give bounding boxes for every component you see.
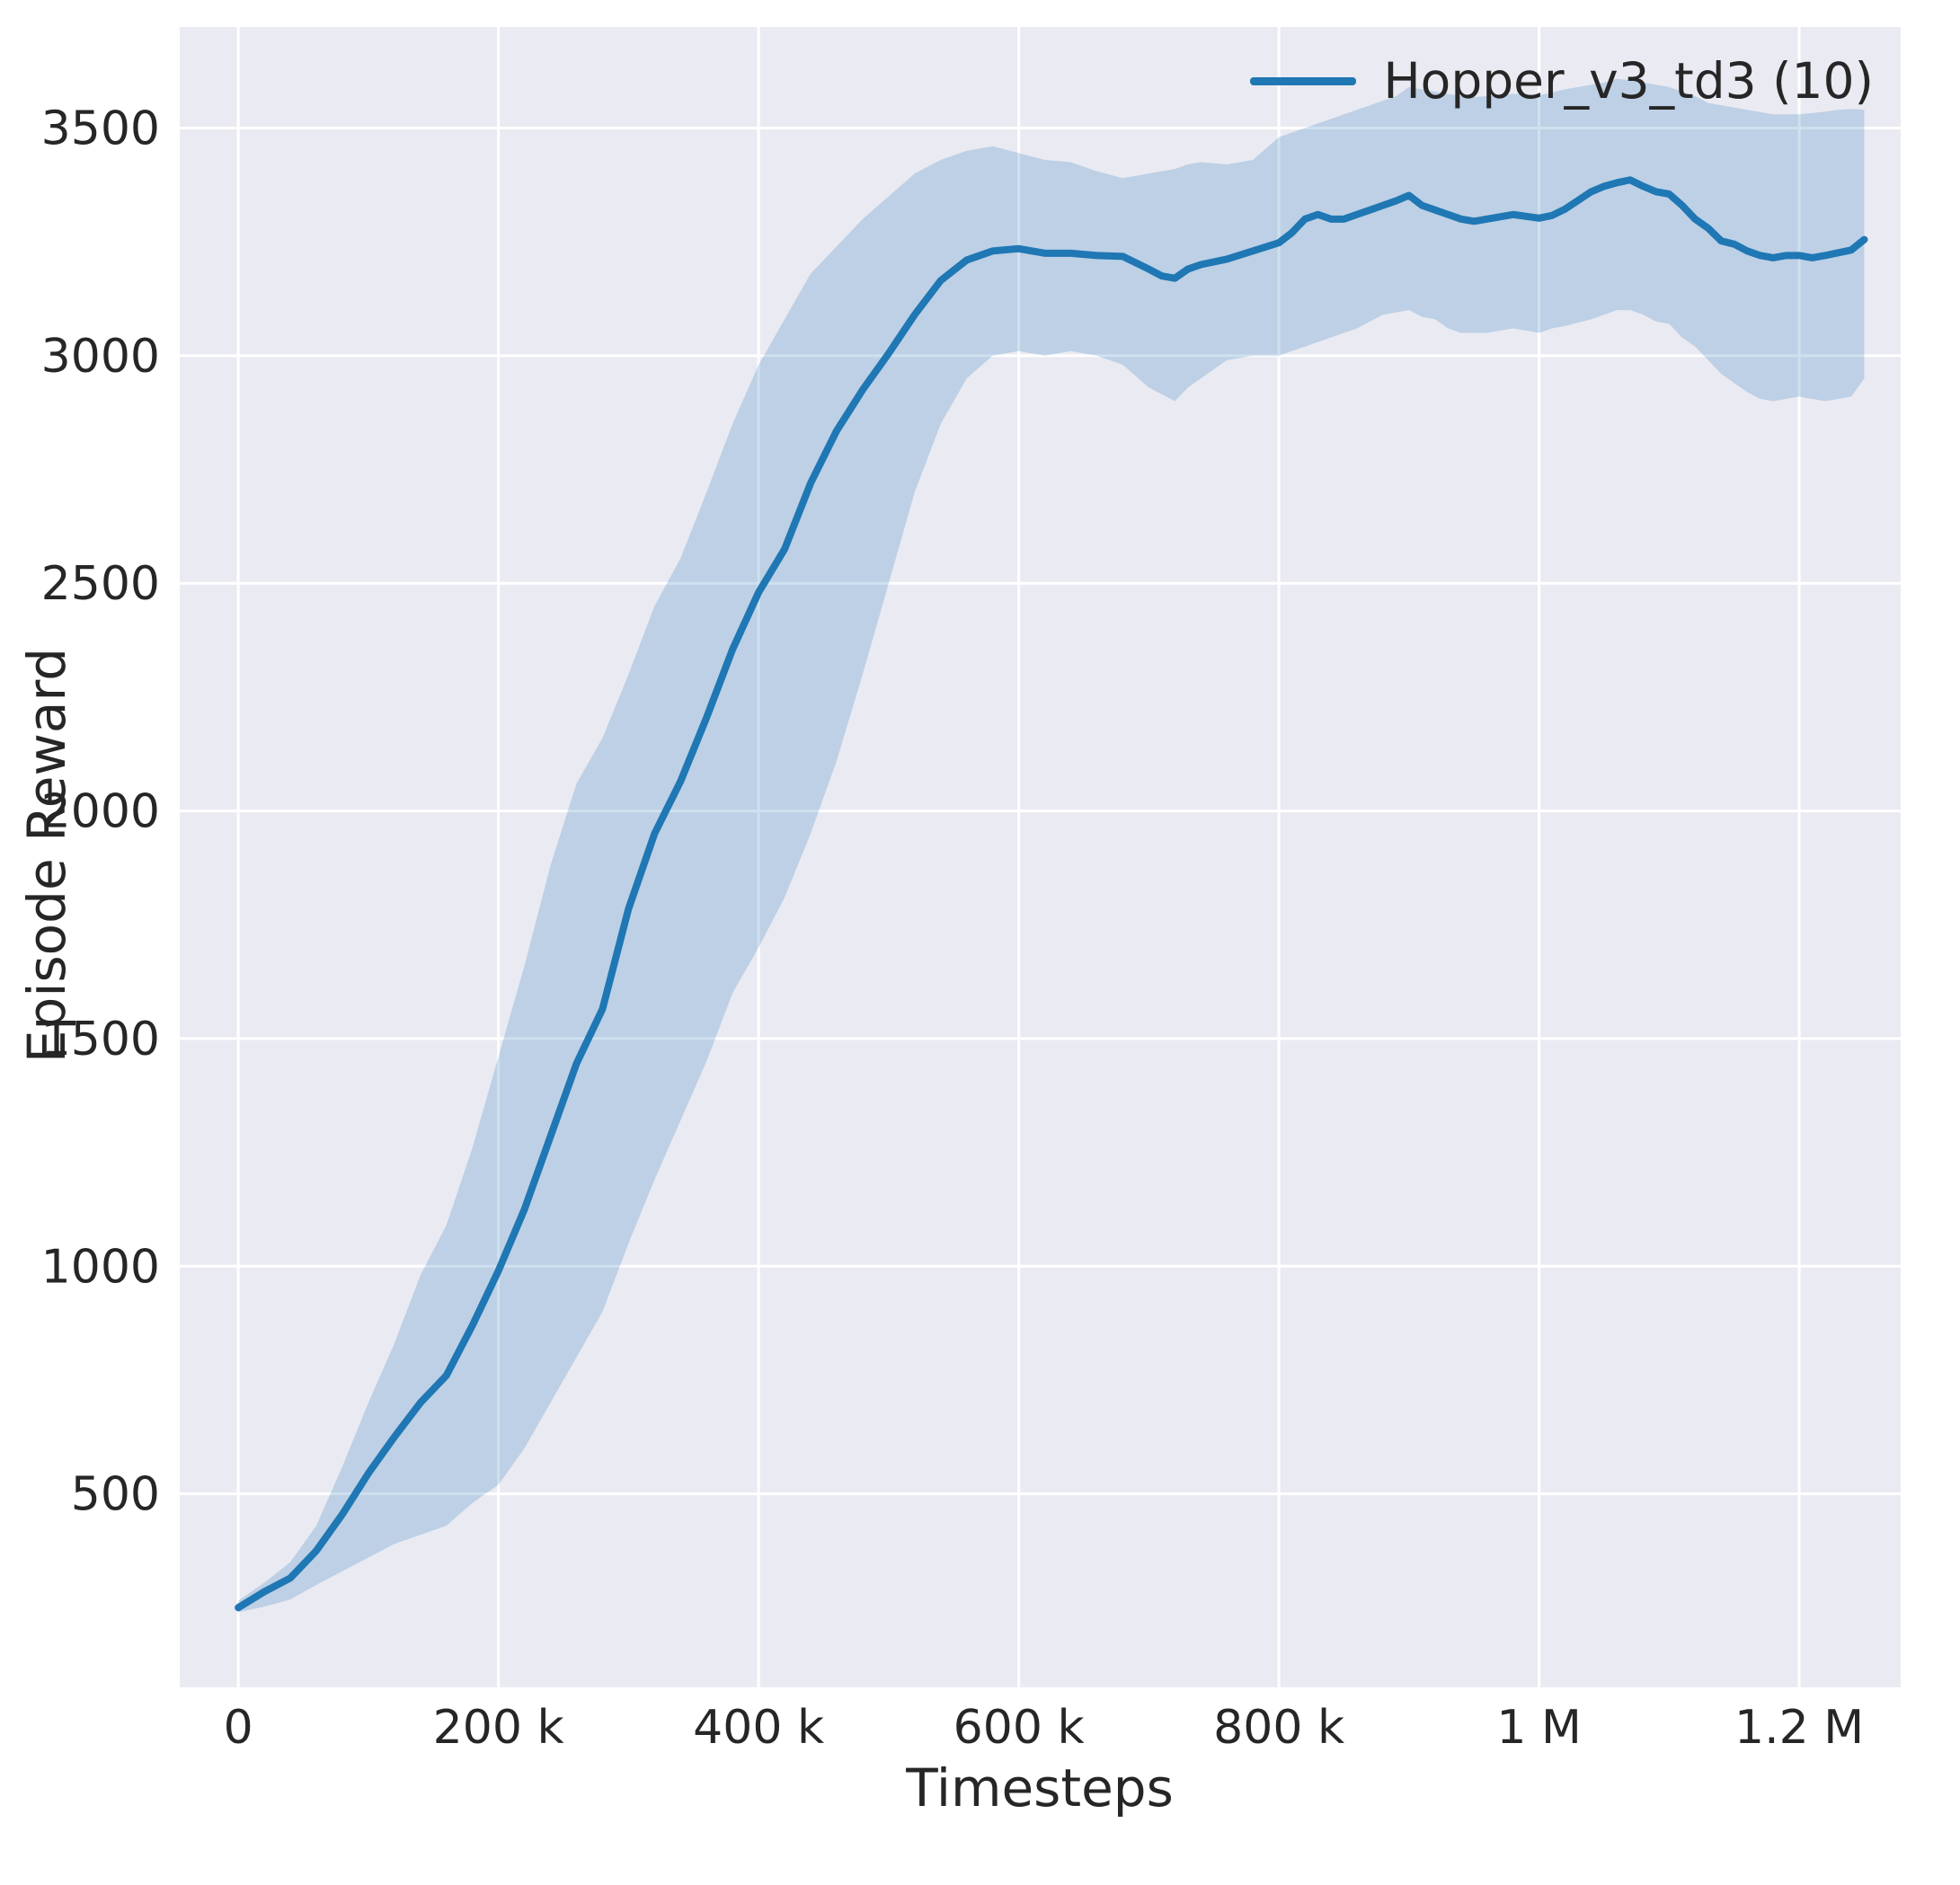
y-tick-label: 500: [71, 1468, 160, 1522]
legend: Hopper_v3_td3 (10): [1250, 52, 1874, 110]
x-tick-label: 600 k: [953, 1701, 1085, 1755]
y-tick-label: 1500: [41, 1013, 160, 1066]
x-tick-label: 400 k: [693, 1701, 824, 1755]
plot-area: [180, 27, 1901, 1687]
y-axis-label: Episode Reward: [16, 647, 77, 1064]
legend-label: Hopper_v3_td3 (10): [1383, 52, 1874, 110]
x-axis-label: Timesteps: [906, 1757, 1174, 1819]
x-tick-label: 1 M: [1496, 1701, 1581, 1755]
y-tick-label: 1000: [41, 1240, 160, 1294]
x-tick-label: 800 k: [1213, 1701, 1344, 1755]
y-tick-label: 2000: [41, 785, 160, 839]
legend-line-swatch: [1250, 76, 1357, 85]
x-tick-label: 1.2 M: [1734, 1701, 1864, 1755]
x-tick-label: 0: [224, 1701, 253, 1755]
y-tick-label: 3500: [41, 102, 160, 155]
x-tick-label: 200 k: [433, 1701, 564, 1755]
y-tick-label: 3000: [41, 330, 160, 384]
mean-line: [235, 176, 1868, 1612]
confidence-band: [238, 78, 1865, 1613]
y-tick-label: 2500: [41, 557, 160, 611]
